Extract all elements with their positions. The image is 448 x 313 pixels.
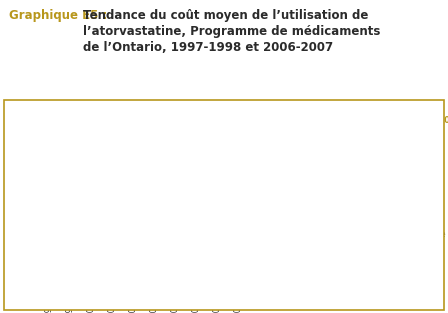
Text: +7,7 %: +7,7 % bbox=[410, 143, 439, 152]
Text: +2,6 %: +2,6 % bbox=[410, 166, 439, 175]
Text: Tendance du coût moyen de l’utilisation de
l’atorvastatine, Programme de médicam: Tendance du coût moyen de l’utilisation … bbox=[83, 9, 380, 54]
Text: DQE – Dose quotidienne enregistrée en moyenne
        dans le PMO: DQE – Dose quotidienne enregistrée en mo… bbox=[257, 230, 445, 250]
Text: DDD – Dose quotidienne définie par l’OMS: DDD – Dose quotidienne définie par l’OMS bbox=[257, 260, 418, 270]
Text: Coût moyen par DQE: Coût moyen par DQE bbox=[297, 187, 381, 196]
Text: * Distribution des doses unitaires utilisées
  normalisées aux niveaux de 1997-1: * Distribution des doses unitaires utili… bbox=[257, 283, 419, 303]
Text: -18,5 %: -18,5 % bbox=[405, 208, 439, 217]
Text: Coût moyen par unité normalisé*: Coût moyen par unité normalisé* bbox=[297, 166, 431, 175]
Text: Coût moyen par DDD: Coût moyen par DDD bbox=[297, 208, 382, 217]
Text: +3,5 %: +3,5 % bbox=[410, 187, 439, 196]
Text: Différence (%) 1997-1998 par rapport à 2006-2007: Différence (%) 1997-1998 par rapport à 2… bbox=[257, 115, 448, 125]
Text: Coût moyen par unité: Coût moyen par unité bbox=[297, 143, 384, 152]
Text: Graphique E5 :: Graphique E5 : bbox=[9, 9, 112, 23]
